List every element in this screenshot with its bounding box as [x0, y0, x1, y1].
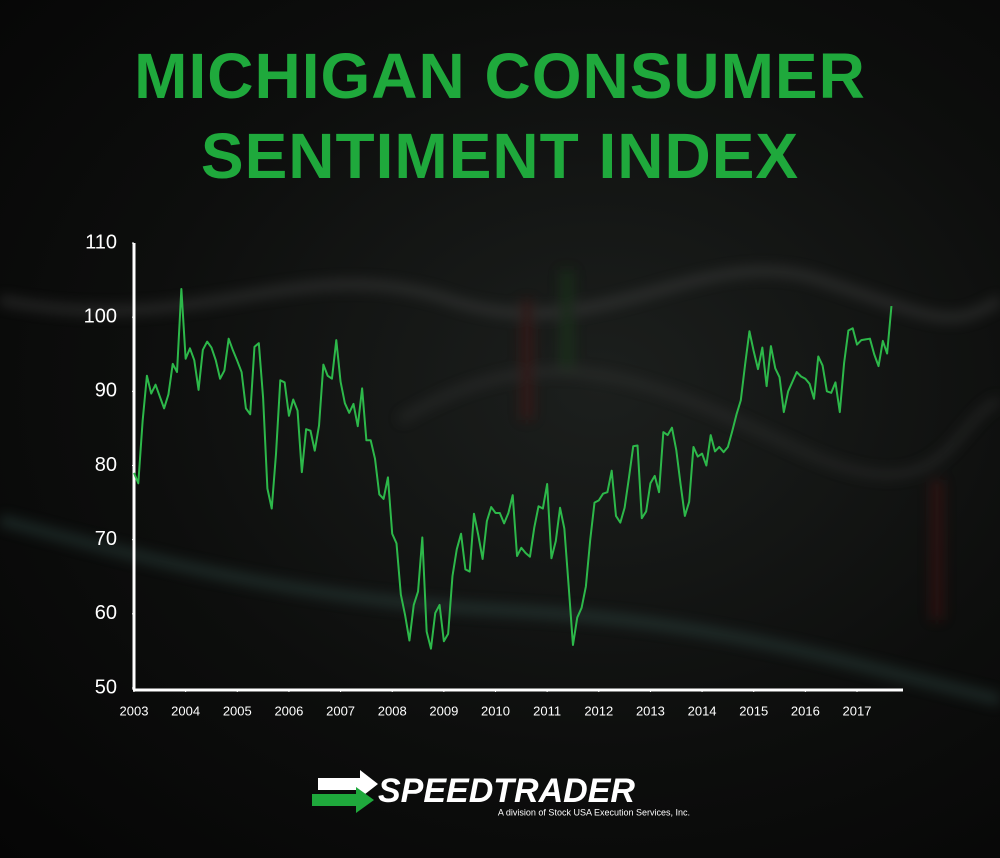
y-tick-label: 50 [95, 676, 117, 698]
x-tick-label: 2006 [274, 703, 303, 718]
x-tick-label: 2011 [533, 703, 561, 718]
x-tick-label: 2008 [378, 703, 407, 718]
x-tick-label: 2003 [120, 703, 149, 718]
y-tick-label: 80 [95, 454, 117, 476]
logo [312, 770, 378, 813]
x-tick-label: 2013 [636, 703, 665, 718]
x-tick-label: 2014 [688, 703, 717, 718]
background-texture [0, 266, 1000, 706]
x-tick-label: 2005 [223, 703, 252, 718]
logo-text: SPEEDTRADER [378, 772, 635, 810]
y-tick-label: 110 [85, 231, 117, 253]
x-tick-label: 2012 [584, 703, 613, 718]
y-tick-label: 100 [84, 305, 117, 327]
x-tick-label: 2009 [429, 703, 458, 718]
x-tick-label: 2017 [843, 703, 872, 718]
chart-title: MICHIGAN CONSUMER SENTIMENT INDEX [134, 40, 866, 192]
y-tick-label: 60 [95, 602, 117, 624]
logo-subtitle: A division of Stock USA Execution Servic… [498, 807, 690, 817]
x-tick-label: 2010 [481, 703, 510, 718]
x-tick-label: 2007 [326, 703, 355, 718]
data-line [133, 287, 893, 650]
x-tick-label: 2015 [739, 703, 768, 718]
y-tick-label: 70 [95, 528, 117, 550]
x-tick-label: 2004 [171, 703, 200, 718]
x-tick-label: 2016 [791, 703, 820, 718]
y-tick-label: 90 [95, 380, 117, 402]
